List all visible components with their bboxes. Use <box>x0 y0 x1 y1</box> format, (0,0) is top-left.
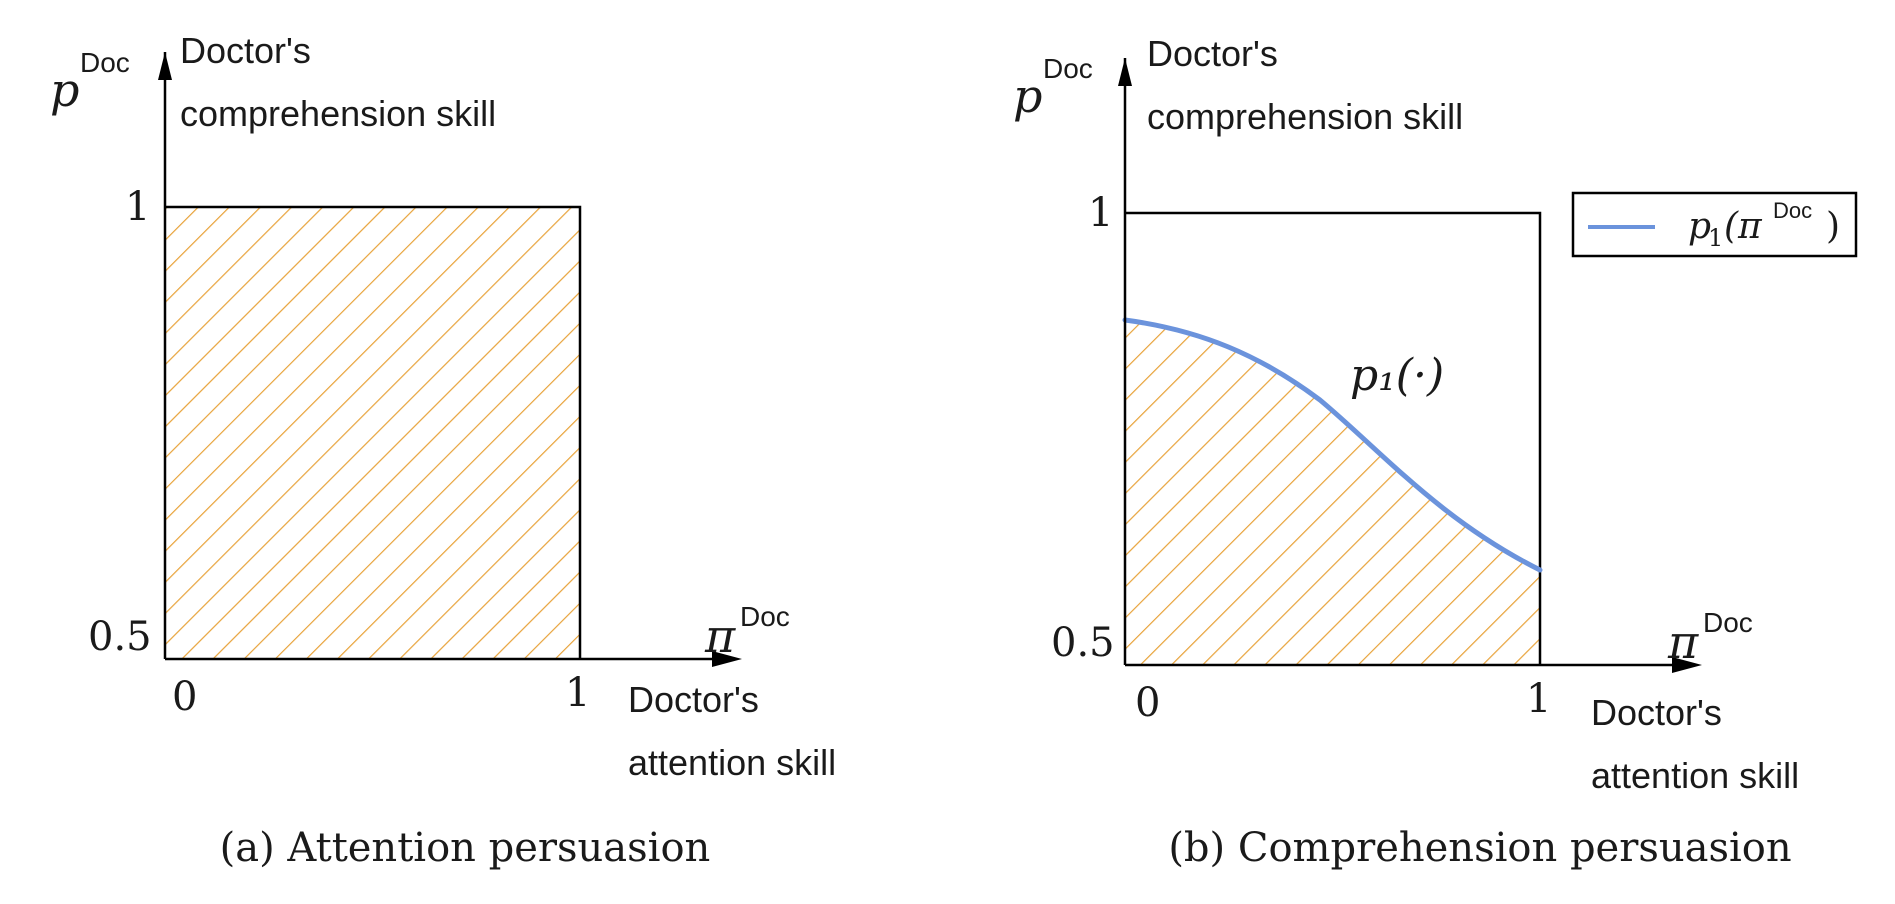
panel-b-y-arrow <box>1118 58 1132 86</box>
legend-sup: Doc <box>1773 198 1812 223</box>
panel-a-tick-y-bottom: 0.5 <box>88 614 152 660</box>
panel-b-tick-x-right: 1 <box>1526 676 1551 722</box>
panel-a-tick-x-right: 1 <box>565 670 590 716</box>
legend-func: p <box>1688 206 1711 247</box>
panel-a-x-superscript: Doc <box>740 601 790 632</box>
panel-a: p Doc Doctor's comprehension skill 1 0.5… <box>50 30 836 871</box>
panel-a-x-desc-line1: Doctor's <box>628 679 759 720</box>
panel-a-x-arrow <box>712 651 742 667</box>
panel-b-tick-y-top: 1 <box>1088 190 1113 236</box>
panel-b-x-arrow <box>1672 657 1702 673</box>
panel-a-y-superscript: Doc <box>80 47 130 78</box>
panel-b-y-desc-line2: comprehension skill <box>1147 96 1463 137</box>
panel-a-y-arrow <box>158 52 172 80</box>
panel-b-x-superscript: Doc <box>1703 607 1753 638</box>
legend-box <box>1571 191 1858 258</box>
legend-sub: 1 <box>1708 224 1723 252</box>
legend-close: ) <box>1826 206 1840 247</box>
panel-a-tick-y-top: 1 <box>125 184 150 230</box>
panel-b: p Doc Doctor's comprehension skill 1 0.5… <box>1013 33 1858 871</box>
panel-b-y-symbol: p <box>1013 69 1042 123</box>
panel-b-y-superscript: Doc <box>1043 53 1093 84</box>
panel-b-x-desc-line1: Doctor's <box>1591 692 1722 733</box>
panel-a-x-symbol: π <box>704 609 736 663</box>
panel-a-box-border <box>165 205 582 659</box>
panel-a-y-desc-line1: Doctor's <box>180 30 311 71</box>
panel-b-caption: (b) Comprehension persuasion <box>1168 825 1791 871</box>
panel-b-x-symbol: π <box>1667 615 1699 669</box>
panel-b-tick-x-left: 0 <box>1135 680 1160 726</box>
panel-a-y-desc-line2: comprehension skill <box>180 93 496 134</box>
panel-a-x-desc-line2: attention skill <box>628 742 836 783</box>
panel-a-caption: (a) Attention persuasion <box>220 825 711 871</box>
panel-a-y-symbol: p <box>50 63 79 117</box>
legend-open: (π <box>1724 206 1763 247</box>
panel-b-curve-label: p₁(·) <box>1350 350 1444 401</box>
panel-b-y-desc-line1: Doctor's <box>1147 33 1278 74</box>
panel-b-box-border <box>1125 211 1542 665</box>
panel-a-hatched-region <box>165 207 580 659</box>
panel-b-curve <box>1122 317 1543 573</box>
panel-b-tick-y-bottom: 0.5 <box>1051 620 1115 666</box>
panel-b-legend: p 1 (π Doc ) <box>1571 191 1858 258</box>
panel-b-hatched-region <box>1125 320 1540 665</box>
panel-a-tick-x-left: 0 <box>172 674 197 720</box>
panel-b-x-desc-line2: attention skill <box>1591 755 1799 796</box>
